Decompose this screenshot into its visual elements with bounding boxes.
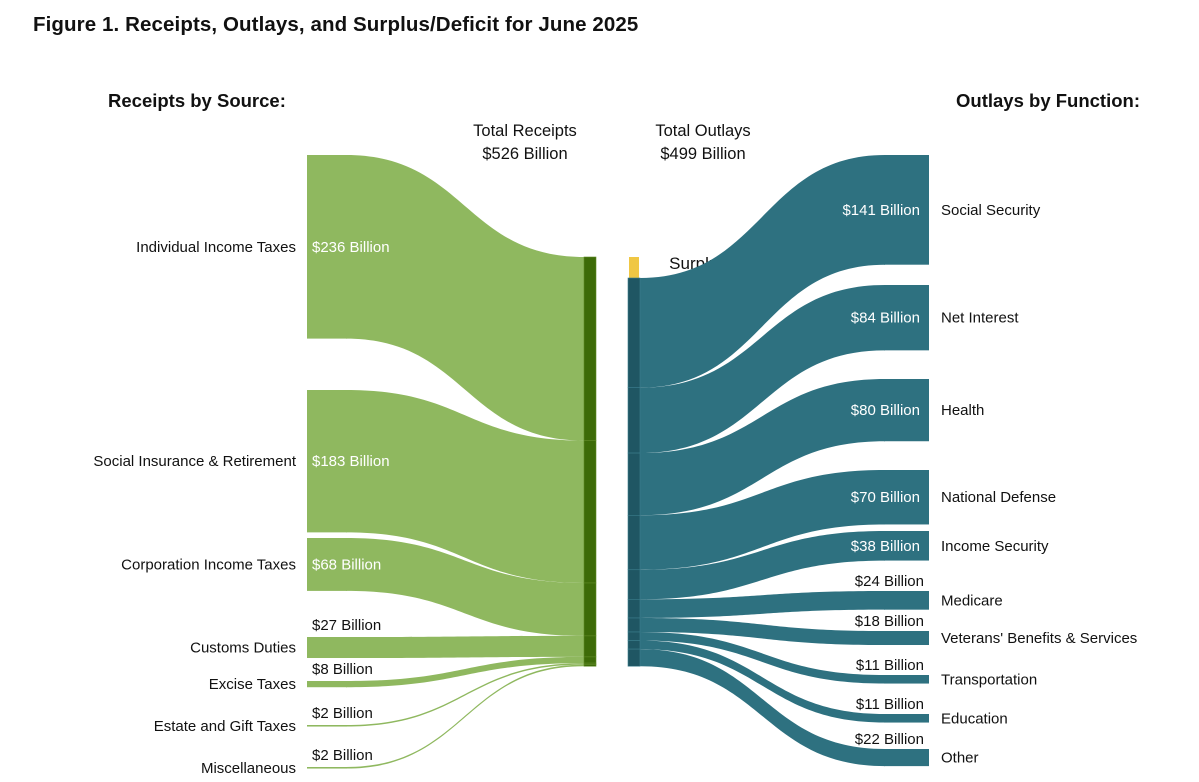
outlay-bar-segment-medicare [627, 599, 641, 619]
outlay-bar-segment-social-security [627, 277, 641, 389]
outlay-node-net-interest [884, 285, 929, 351]
outlay-value-transportation: $11 Billion [856, 657, 924, 674]
receipt-value-miscellaneous: $2 Billion [312, 747, 373, 764]
outlay-value-national-defense: $70 Billion [851, 489, 920, 506]
outlay-flow-education [640, 640, 885, 723]
receipt-value-social-insurance-retirement: $183 Billion [312, 453, 390, 470]
outlay-value-social-security: $141 Billion [842, 202, 920, 219]
receipt-node-miscellaneous [307, 767, 347, 769]
receipt-flow-miscellaneous [346, 664, 584, 769]
outlay-label-national-defense: National Defense [941, 489, 1056, 506]
receipt-label-social-insurance-retirement: Social Insurance & Retirement [93, 453, 296, 470]
receipt-label-estate-and-gift-taxes: Estate and Gift Taxes [154, 718, 296, 735]
receipt-flow-customs-duties [346, 635, 584, 659]
receipt-node-estate-and-gift-taxes [307, 725, 347, 727]
outlay-node-medicare [884, 591, 929, 610]
receipt-bar-segment-excise-taxes [583, 656, 597, 664]
receipt-node-excise-taxes [307, 681, 347, 688]
outlay-flow-net-interest [640, 285, 885, 454]
outlay-bar-segment-transportation [627, 631, 641, 641]
outlay-bar-segment-veterans-benefits-services [627, 617, 641, 633]
receipt-label-customs-duties: Customs Duties [190, 640, 296, 657]
outlay-value-income-security: $38 Billion [851, 538, 920, 555]
outlay-node-income-security [884, 531, 929, 561]
outlay-label-income-security: Income Security [941, 538, 1049, 555]
receipt-label-excise-taxes: Excise Taxes [209, 676, 296, 693]
receipt-bar-segment-miscellaneous [583, 664, 597, 667]
outlay-value-veterans-benefits-services: $18 Billion [855, 613, 924, 630]
receipt-label-corporation-income-taxes: Corporation Income Taxes [121, 556, 296, 573]
receipt-node-individual-income-taxes [307, 155, 347, 339]
figure-title: Figure 1. Receipts, Outlays, and Surplus… [33, 13, 639, 36]
outlay-flow-veterans-benefits-services [640, 617, 885, 646]
outlay-node-social-security [884, 155, 929, 265]
outlay-flow-health [640, 379, 885, 516]
outlay-value-net-interest: $84 Billion [851, 310, 920, 327]
receipt-bar-segment-social-insurance-retirement [583, 440, 597, 584]
total-receipts-value: $526 Billion [482, 145, 567, 163]
outlay-flow-social-security [640, 155, 885, 388]
outlay-node-veterans-benefits-services [884, 631, 929, 646]
receipt-flow-social-insurance-retirement [346, 390, 584, 583]
receipt-flow-estate-and-gift-taxes [346, 663, 584, 727]
outlay-value-education: $11 Billion [856, 696, 924, 713]
receipt-bar-segment-customs-duties [583, 635, 597, 658]
outlay-value-health: $80 Billion [851, 402, 920, 419]
outlay-label-other: Other [941, 750, 979, 767]
receipt-flow-corporation-income-taxes [346, 538, 584, 636]
surplus-bar [629, 257, 639, 279]
outlay-node-national-defense [884, 470, 929, 525]
receipt-flow-individual-income-taxes [346, 155, 584, 441]
outlay-flow-other [640, 649, 885, 767]
outlay-bar-segment-national-defense [627, 514, 641, 571]
outlay-flow-income-security [640, 531, 885, 600]
outlay-flow-national-defense [640, 470, 885, 570]
outlay-label-medicare: Medicare [941, 592, 1003, 609]
receipt-value-individual-income-taxes: $236 Billion [312, 239, 390, 256]
outlays-header: Outlays by Function: [956, 90, 1140, 111]
outlay-bar-segment-education [627, 640, 641, 650]
receipt-node-social-insurance-retirement [307, 390, 347, 533]
receipt-value-estate-and-gift-taxes: $2 Billion [312, 705, 373, 722]
outlay-label-education: Education [941, 710, 1008, 727]
outlay-label-net-interest: Net Interest [941, 310, 1019, 327]
receipt-bar-segment-corporation-income-taxes [583, 582, 597, 637]
receipt-node-corporation-income-taxes [307, 538, 347, 591]
outlay-label-transportation: Transportation [941, 671, 1037, 688]
total-outlays-value: $499 Billion [660, 145, 745, 163]
outlay-bar-segment-net-interest [627, 387, 641, 454]
outlay-value-other: $22 Billion [855, 731, 924, 748]
outlay-node-education [884, 714, 929, 723]
outlay-label-social-security: Social Security [941, 202, 1041, 219]
receipt-flow-excise-taxes [346, 656, 584, 688]
outlay-value-medicare: $24 Billion [855, 573, 924, 590]
receipts-header: Receipts by Source: [108, 90, 286, 111]
outlay-flow-medicare [640, 591, 885, 618]
outlay-label-health: Health [941, 402, 984, 419]
receipt-label-miscellaneous: Miscellaneous [201, 760, 296, 777]
receipt-label-individual-income-taxes: Individual Income Taxes [136, 239, 296, 256]
outlay-bar-segment-other [627, 648, 641, 667]
outlay-node-other [884, 749, 929, 767]
receipt-bar-segment-individual-income-taxes [583, 256, 597, 441]
outlay-node-health [884, 379, 929, 442]
outlay-flow-transportation [640, 631, 885, 684]
outlay-node-transportation [884, 675, 929, 684]
total-outlays-label: Total Outlays [655, 122, 750, 140]
outlay-label-veterans-benefits-services: Veterans' Benefits & Services [941, 630, 1137, 647]
receipt-node-customs-duties [307, 637, 347, 659]
outlay-bar-segment-health [627, 452, 641, 516]
receipt-value-customs-duties: $27 Billion [312, 617, 381, 634]
receipt-value-excise-taxes: $8 Billion [312, 661, 373, 678]
receipt-value-corporation-income-taxes: $68 Billion [312, 556, 381, 573]
outlay-bar-segment-income-security [627, 569, 641, 600]
total-receipts-label: Total Receipts [473, 122, 577, 140]
